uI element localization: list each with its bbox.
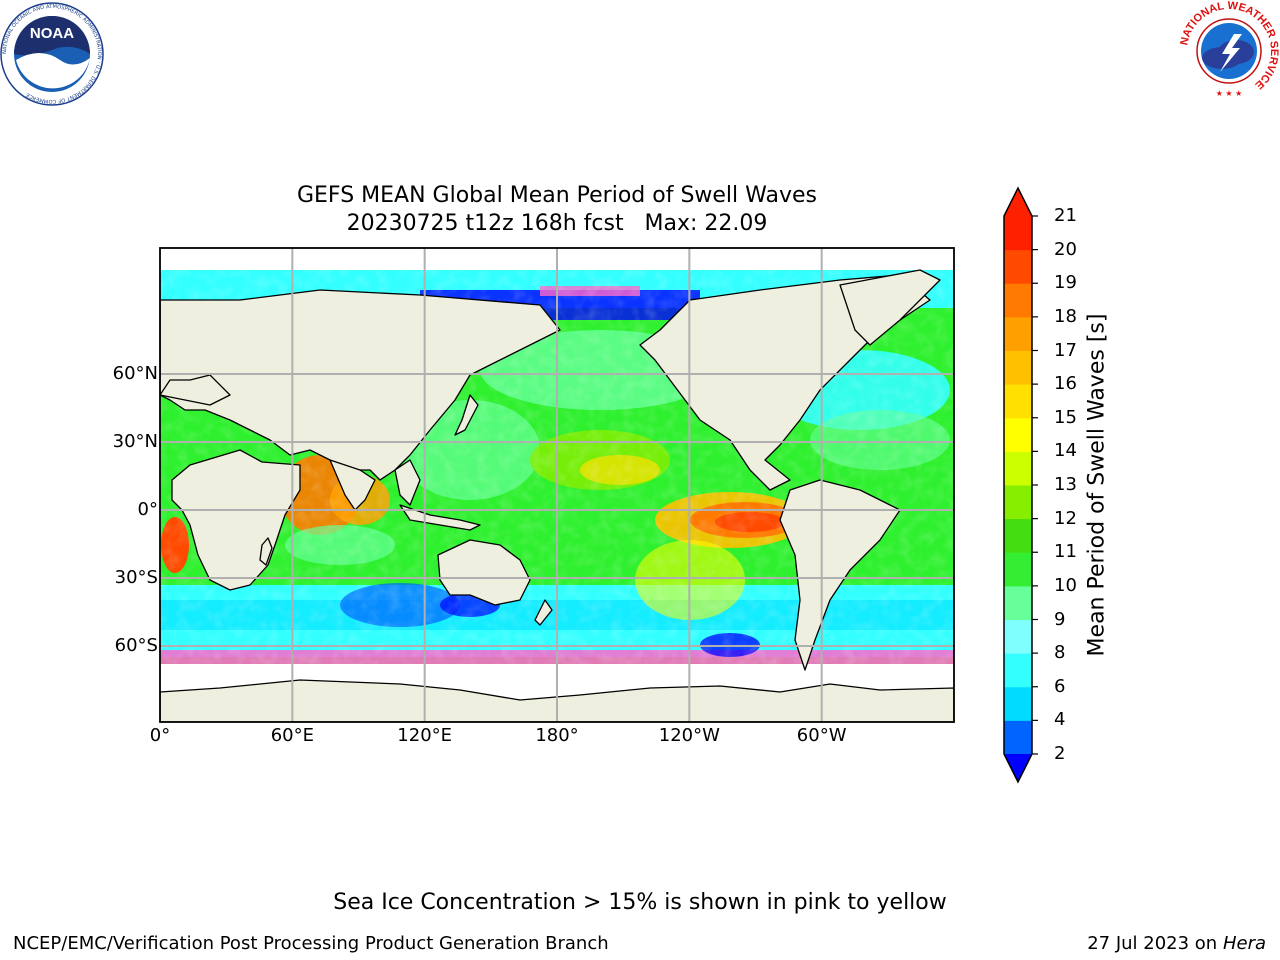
- colorbar-tick-label: 14: [1054, 440, 1077, 462]
- land-madagascar: [259, 537, 273, 566]
- lat-tick-label: 60°S: [114, 635, 158, 656]
- colorbar-segment: [1004, 686, 1032, 721]
- colorbar-segment: [1004, 585, 1032, 620]
- colorbar-tick-label: 18: [1054, 305, 1077, 327]
- land-indonesia: [399, 504, 481, 531]
- land-europe: [160, 374, 231, 406]
- lat-tick-label: 30°N: [112, 431, 158, 452]
- colorbar-tick-label: 9: [1054, 608, 1066, 630]
- colorbar-extend-max: [1004, 188, 1032, 216]
- map-area: [160, 248, 954, 722]
- title-line-2: 20230725 t12z 168h fcst Max: 22.09: [346, 211, 768, 236]
- colorbar-tick-label: 6: [1054, 675, 1066, 697]
- lon-tick-label: 0°: [149, 725, 171, 746]
- colorbar-segment: [1004, 619, 1032, 654]
- colorbar-tick-label: 12: [1054, 507, 1077, 529]
- colorbar-tick-label: 10: [1054, 574, 1077, 596]
- lat-tick-label: 60°N: [112, 363, 158, 384]
- colorbar-segment: [1004, 653, 1032, 688]
- colorbar-tick-label: 13: [1054, 474, 1077, 495]
- land-indochina: [394, 459, 421, 506]
- noaa-logo: NOAA NATIONAL OCEANIC AND ATMOSPHERIC AD…: [0, 2, 104, 106]
- colorbar: [1003, 186, 1038, 784]
- gridlines: [160, 248, 954, 722]
- colorbar-segment: [1004, 451, 1032, 486]
- colorbar-segment: [1004, 552, 1032, 587]
- lon-tick-label: 60°E: [270, 725, 314, 746]
- lon-tick-label: 180°: [535, 725, 579, 746]
- colorbar-tick-label: 17: [1054, 339, 1077, 361]
- map-frame: [159, 247, 955, 723]
- colorbar-title: Mean Period of Swell Waves [s]: [1084, 313, 1110, 657]
- datestamp-date: 27 Jul 2023 on: [1087, 933, 1223, 954]
- colorbar-segment: [1004, 485, 1032, 520]
- lat-tick-label: 30°S: [114, 567, 158, 588]
- colorbar-segment: [1004, 350, 1032, 385]
- colorbar-segment: [1004, 316, 1032, 351]
- datestamp-machine: Hera: [1222, 933, 1266, 954]
- credit-text: NCEP/EMC/Verification Post Processing Pr…: [13, 933, 609, 954]
- land-eurasia: [160, 289, 561, 481]
- colorbar-segment: [1004, 283, 1032, 318]
- colorbar-segment: [1004, 417, 1032, 452]
- colorbar-tick-label: 16: [1054, 373, 1077, 395]
- colorbar-tick-label: 19: [1054, 272, 1077, 294]
- datestamp: 27 Jul 2023 on Hera: [1087, 933, 1266, 954]
- map-title: GEFS MEAN Global Mean Period of Swell Wa…: [160, 182, 954, 238]
- colorbar-tick-label: 11: [1054, 541, 1077, 563]
- colorbar-tick-label: 21: [1054, 205, 1077, 226]
- lon-tick-label: 120°W: [658, 725, 720, 746]
- land-greenland: [839, 269, 941, 346]
- land-india: [329, 459, 376, 511]
- colorbar-segment: [1004, 216, 1032, 251]
- colorbar-segment: [1004, 518, 1032, 553]
- land-australia: [437, 539, 531, 606]
- noaa-logo-text: NOAA: [30, 25, 74, 42]
- colorbar-extend-min: [1004, 754, 1032, 782]
- colorbar-tick-label: 4: [1054, 709, 1066, 731]
- colorbar-tick-label: 20: [1054, 238, 1077, 260]
- lon-tick-label: 60°W: [796, 725, 847, 746]
- colorbar-tick-label: 2: [1054, 743, 1066, 764]
- lon-tick-label: 120°E: [397, 725, 453, 746]
- colorbar-segment: [1004, 249, 1032, 284]
- title-line-1: GEFS MEAN Global Mean Period of Swell Wa…: [296, 183, 817, 208]
- land-japan: [454, 394, 479, 436]
- colorbar-segment: [1004, 720, 1032, 755]
- lat-tick-label: 0°: [137, 499, 158, 520]
- nws-logo: NATIONAL WEATHER SERVICE ★ ★ ★: [1178, 0, 1280, 101]
- svg-text:★ ★ ★: ★ ★ ★: [1216, 89, 1243, 98]
- colorbar-segment: [1004, 384, 1032, 419]
- sea-ice-footnote: Sea Ice Concentration > 15% is shown in …: [333, 890, 947, 915]
- land-new-zealand: [534, 599, 553, 626]
- colorbar-tick-label: 8: [1054, 642, 1066, 664]
- colorbar-tick-label: 15: [1054, 406, 1077, 428]
